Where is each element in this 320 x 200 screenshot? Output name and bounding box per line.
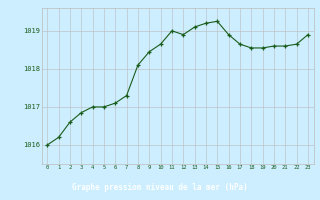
Text: Graphe pression niveau de la mer (hPa): Graphe pression niveau de la mer (hPa): [72, 182, 248, 192]
